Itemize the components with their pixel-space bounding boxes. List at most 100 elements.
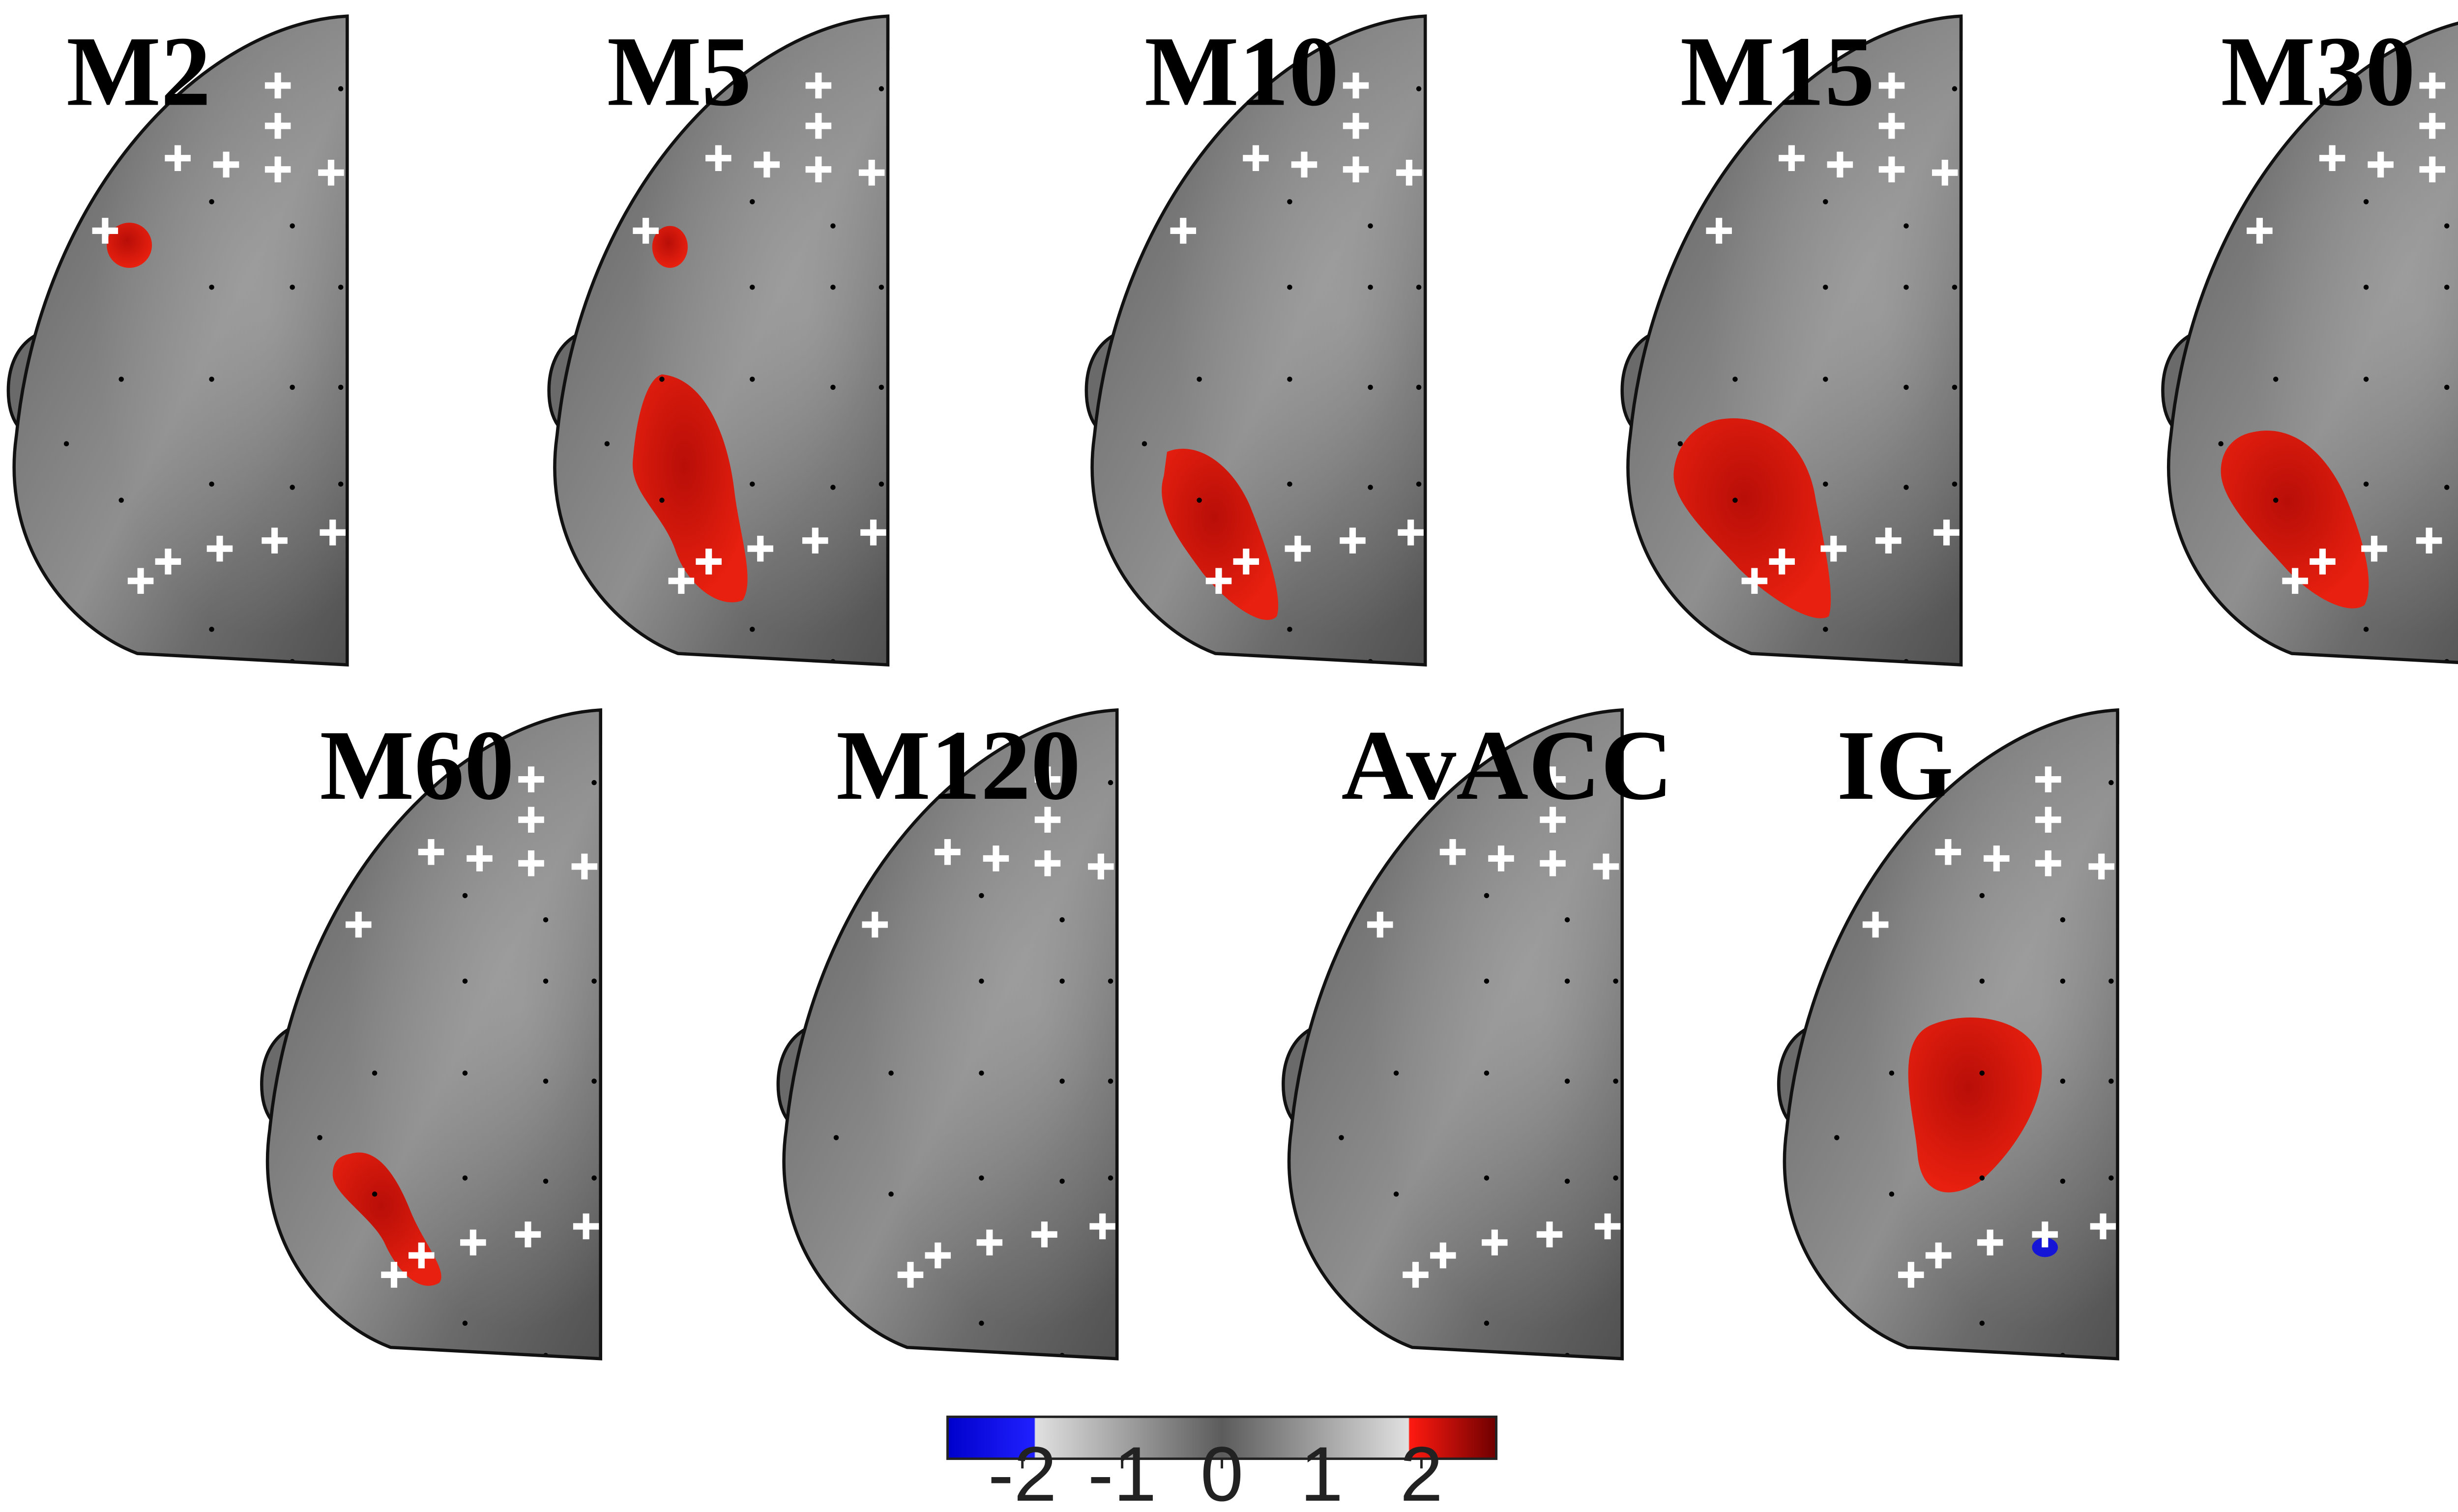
electrode-dot — [1108, 978, 1113, 984]
electrode-dot — [879, 667, 884, 672]
electrode-dot — [1059, 917, 1065, 923]
electrode-dot — [2363, 285, 2369, 290]
electrode-dot — [543, 978, 549, 984]
electrode-dot — [830, 384, 836, 390]
electrode-dot — [2108, 1361, 2114, 1367]
colorbar-tick-label: -2 — [988, 1431, 1057, 1512]
electrode-dot — [1393, 1070, 1399, 1076]
electrode-dot — [2108, 1175, 2114, 1181]
electrode-dot — [830, 485, 836, 490]
electrode-dot — [209, 627, 214, 632]
panel-title: M30 — [2221, 16, 2416, 127]
electrode-dot — [1823, 377, 1828, 382]
electrode-dot — [830, 223, 836, 229]
electrode-dot — [1287, 627, 1292, 632]
electrode-dot — [1416, 384, 1422, 390]
electrode-dot — [2444, 285, 2450, 290]
colorbar-tick-label: 0 — [1200, 1431, 1244, 1512]
electrode-dot — [338, 86, 344, 91]
electrode-dot — [290, 384, 295, 390]
panel-title: M5 — [607, 16, 752, 127]
electrode-dot — [2444, 384, 2450, 390]
electrode-dot — [979, 1320, 984, 1326]
electrode-dot — [462, 1070, 468, 1076]
electrode-dot — [1564, 1078, 1570, 1084]
electrode-dot — [1889, 1192, 1895, 1197]
electrode-dot — [1979, 1070, 1985, 1076]
electrode-dot — [209, 377, 214, 382]
topo-panel-m10: M10 — [1084, 16, 1429, 672]
electrode-dot — [1484, 978, 1490, 984]
electrode-dot — [1903, 285, 1909, 290]
electrode-dot — [1197, 377, 1202, 382]
panel-title: IG — [1837, 710, 1954, 821]
electrode-dot — [878, 384, 884, 390]
panel-title: M15 — [1680, 16, 1875, 127]
significant-positive-region — [652, 226, 688, 268]
panels-layer: M2 M5 M10 M15 M30 M60 M120 AvACC IG — [6, 16, 2458, 1367]
electrode-dot — [1484, 1320, 1490, 1326]
topo-panel-m60: M60 — [260, 710, 604, 1367]
electrode-dot — [2273, 377, 2279, 382]
electrode-dot — [1564, 978, 1570, 984]
electrode-dot — [118, 377, 124, 382]
topo-panel-m120: M120 — [776, 710, 1119, 1367]
electrode-dot — [1952, 86, 1958, 91]
electrode-dot — [1677, 441, 1683, 447]
panel-title: AvACC — [1341, 710, 1673, 821]
electrode-dot — [462, 893, 468, 899]
electrode-dot — [1416, 86, 1422, 91]
electrode-dot — [591, 780, 597, 785]
electrode-dot — [1059, 1178, 1065, 1184]
electrode-dot — [1416, 481, 1422, 487]
electrode-dot — [290, 485, 295, 490]
electrode-dot — [372, 1192, 378, 1197]
electrode-dot — [591, 1361, 597, 1367]
electrode-dot — [591, 1078, 597, 1084]
electrode-dot — [979, 1175, 984, 1181]
significant-negative-region — [2032, 1237, 2058, 1257]
electrode-dot — [1613, 1175, 1618, 1181]
electrode-dot — [209, 199, 214, 204]
electrode-dot — [209, 481, 214, 487]
electrode-dot — [1393, 1192, 1399, 1197]
electrode-dot — [338, 667, 344, 672]
electrode-dot — [2363, 481, 2369, 487]
electrode-dot — [1979, 978, 1985, 984]
head-surface — [1092, 16, 1426, 672]
electrode-dot — [750, 377, 755, 382]
electrode-dot — [1339, 1135, 1344, 1140]
electrode-dot — [1952, 384, 1958, 390]
colorbar-tick-label: 1 — [1300, 1431, 1344, 1512]
electrode-dot — [1108, 1361, 1113, 1367]
electrode-dot — [462, 1320, 468, 1326]
electrode-dot — [338, 481, 344, 487]
electrode-dot — [2060, 917, 2066, 923]
electrode-dot — [1416, 667, 1422, 672]
electrode-dot — [1368, 223, 1373, 229]
topo-panel-m5: M5 — [547, 16, 890, 672]
electrode-dot — [1823, 285, 1828, 290]
electrode-dot — [1141, 441, 1147, 447]
panel-title: M2 — [66, 16, 211, 127]
electrode-dot — [659, 497, 665, 503]
electrode-dot — [1368, 285, 1373, 290]
electrode-dot — [1108, 780, 1113, 785]
electrode-dot — [317, 1135, 322, 1140]
electrode-dot — [2363, 199, 2369, 204]
electrode-dot — [1952, 667, 1958, 672]
electrode-dot — [2108, 978, 2114, 984]
topo-panel-m30: M30 — [2161, 16, 2458, 672]
electrode-dot — [1732, 377, 1738, 382]
electrode-dot — [878, 86, 884, 91]
electrode-dot — [543, 917, 549, 923]
significant-positive-region — [1162, 448, 1279, 620]
electrode-dot — [1613, 978, 1618, 984]
electrode-dot — [1823, 627, 1828, 632]
significant-positive-region — [1908, 1018, 2042, 1192]
electrode-dot — [2444, 485, 2450, 490]
electrode-dot — [1979, 893, 1985, 899]
colorbar-ticks: -2 -1 0 1 2 — [988, 1431, 1443, 1512]
electrode-dot — [2060, 1178, 2066, 1184]
